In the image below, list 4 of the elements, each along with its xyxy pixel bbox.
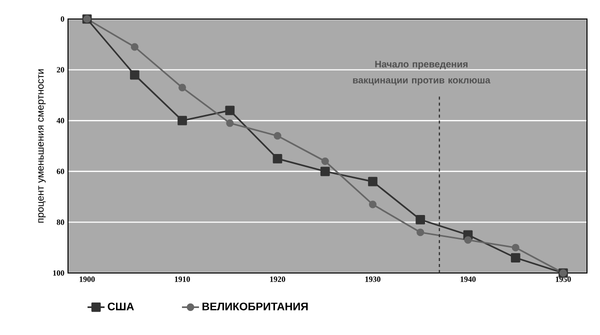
- legend-label: США: [108, 302, 134, 310]
- legend-label: ВЕЛИКОБРИТАНИЯ: [202, 302, 308, 310]
- y-axis-title: процент уменьшения смертности: [38, 69, 46, 223]
- ref-line-label: Начало преведения вакцинации против коклюша: [353, 60, 490, 86]
